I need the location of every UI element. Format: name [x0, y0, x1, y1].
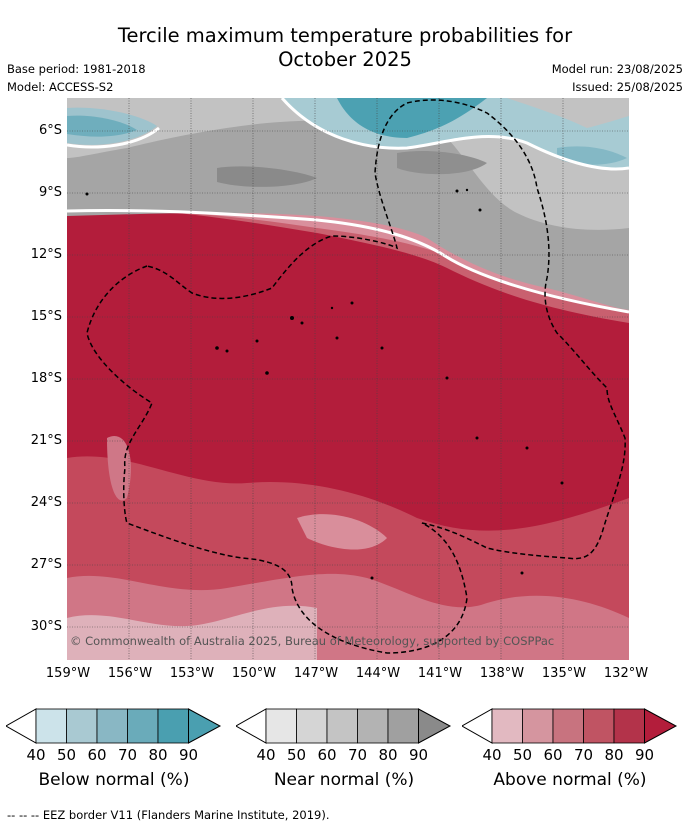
near-normal-dark-patch: [217, 166, 317, 187]
below-normal-ne-core: [337, 98, 487, 138]
lat-label-12s: 12°S: [30, 247, 62, 262]
meta-left: Base period: 1981-2018 Model: ACCESS-S2: [7, 60, 146, 96]
lon-label-156w: 156°W: [107, 666, 153, 681]
islands: [85, 188, 564, 580]
colorbar-above-label: Above normal (%): [493, 770, 647, 790]
lat-label-24s: 24°S: [30, 495, 62, 510]
issued-date: Issued: 25/08/2025: [572, 80, 683, 94]
lat-label-18s: 18°S: [30, 371, 62, 386]
category-boundary-line-ne: [280, 98, 629, 171]
model-run: Model run: 23/08/2025: [551, 62, 683, 76]
category-boundary-line: [67, 209, 629, 314]
colorbar-below-normal: [6, 708, 222, 744]
below-normal-nw-core: [67, 115, 137, 137]
probability-map: [67, 98, 629, 660]
lat-label-15s: 15°S: [30, 309, 62, 324]
eez-border: [86, 99, 626, 654]
above-light-patch: [297, 514, 387, 550]
lat-label-27s: 27°S: [30, 557, 62, 572]
colorbar-below-label: Below normal (%): [38, 770, 190, 790]
eez-footnote: -- -- -- EEZ border V11 (Flanders Marine…: [7, 808, 330, 822]
lon-label-135w: 135°W: [541, 666, 587, 681]
colorbar-near-label: Near normal (%): [273, 770, 415, 790]
lat-label-6s: 6°S: [38, 123, 62, 138]
lon-label-150w: 150°W: [231, 666, 277, 681]
map-title: Tercile maximum temperature probabilitie…: [117, 24, 573, 71]
meta-right: Model run: 23/08/2025 Issued: 25/08/2025: [552, 60, 683, 96]
lat-label-30s: 30°S: [30, 619, 62, 634]
near-normal-dark-patch-2: [397, 151, 487, 175]
lon-label-132w: 132°W: [603, 666, 649, 681]
lon-label-159w: 159°W: [45, 666, 91, 681]
category-boundary-line-nw: [67, 126, 160, 149]
lon-label-153w: 153°W: [169, 666, 215, 681]
map-svg: [67, 98, 629, 660]
model-name: Model: ACCESS-S2: [7, 80, 114, 94]
lon-label-144w: 144°W: [355, 666, 401, 681]
graticule: [67, 98, 629, 660]
above-light-patch-west: [107, 436, 131, 501]
above-40-zone: [67, 605, 317, 660]
below-normal-e-patch: [557, 146, 627, 165]
lat-label-21s: 21°S: [30, 433, 62, 448]
copyright-notice: © Commonwealth of Australia 2025, Bureau…: [70, 634, 555, 648]
lon-label-147w: 147°W: [293, 666, 339, 681]
lon-label-141w: 141°W: [417, 666, 463, 681]
lat-label-9s: 9°S: [38, 185, 62, 200]
colorbar-near-normal: [236, 708, 452, 744]
lon-label-138w: 138°W: [479, 666, 525, 681]
base-period: Base period: 1981-2018: [7, 62, 146, 76]
colorbar-above-normal: [462, 708, 678, 744]
